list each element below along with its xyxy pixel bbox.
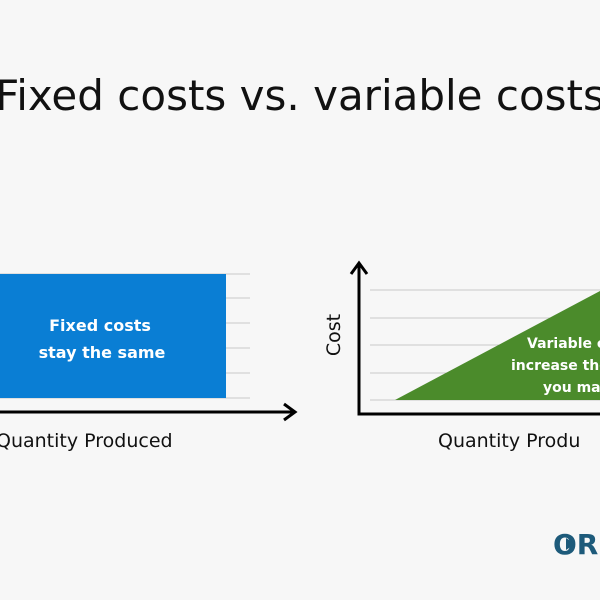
variable-area bbox=[395, 291, 600, 400]
logo-text: OR bbox=[553, 528, 598, 561]
fixed-panel: Fixed costs stay the same Quantity Produ… bbox=[0, 273, 298, 452]
variable-panel: Variable c increase the you ma Cost Quan… bbox=[323, 260, 600, 452]
y-axis-label: Cost bbox=[323, 314, 345, 356]
fixed-label: stay the same bbox=[39, 343, 166, 362]
logo-icon bbox=[566, 538, 575, 550]
variable-label: increase the bbox=[511, 358, 600, 374]
fixed-area bbox=[0, 274, 226, 398]
fixed-label: Fixed costs bbox=[49, 316, 151, 335]
title: Fixed costs vs. variable costs bbox=[0, 71, 600, 120]
axes bbox=[349, 260, 600, 416]
x-axis bbox=[0, 402, 298, 422]
x-axis-label: Quantity Produ bbox=[438, 430, 580, 452]
x-axis-label: Quantity Produced bbox=[0, 430, 173, 452]
variable-label: Variable c bbox=[527, 336, 600, 352]
variable-label: you ma bbox=[543, 380, 600, 396]
logo: OR bbox=[553, 528, 598, 561]
